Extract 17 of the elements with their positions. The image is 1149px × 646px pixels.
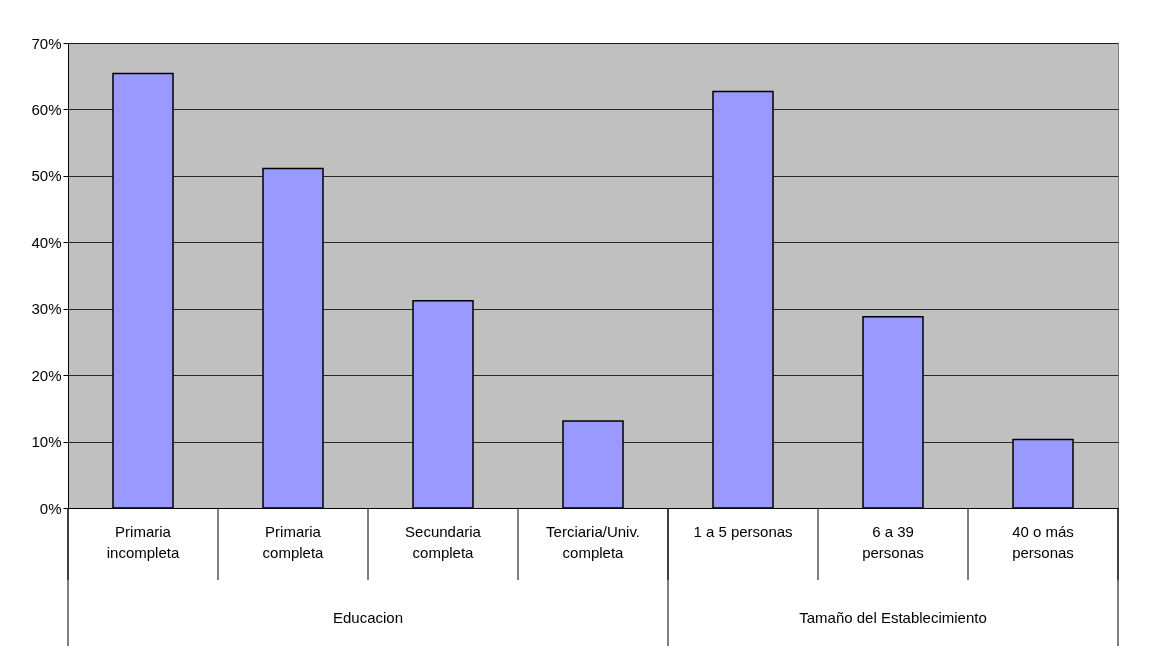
y-tick-label: 10% — [31, 433, 62, 451]
x-tick-label: 1 a 5 personas — [693, 522, 793, 540]
y-tick-label: 0% — [39, 499, 62, 517]
x-tick-label: 6 a 39 personas — [862, 522, 924, 561]
x-tick-label: Primaria completa — [262, 522, 325, 561]
y-tick-label: 50% — [31, 167, 62, 185]
x-tick-label: Secundaria completa — [405, 522, 482, 561]
y-tick-label: 30% — [31, 300, 62, 318]
y-tick-label: 20% — [31, 366, 62, 384]
x-tick-label: Primaria incompleta — [106, 522, 180, 561]
y-tick-label: 70% — [31, 34, 62, 52]
x-tick-label: 40 o más personas — [1012, 522, 1074, 561]
text: Tamaño del Establecimiento — [799, 609, 987, 626]
y-tick-label: 60% — [31, 100, 62, 118]
y-tick-label: 40% — [31, 233, 62, 251]
x-tick-label: Terciaria/Univ. completa — [546, 522, 640, 561]
text: Educacion — [332, 609, 404, 626]
